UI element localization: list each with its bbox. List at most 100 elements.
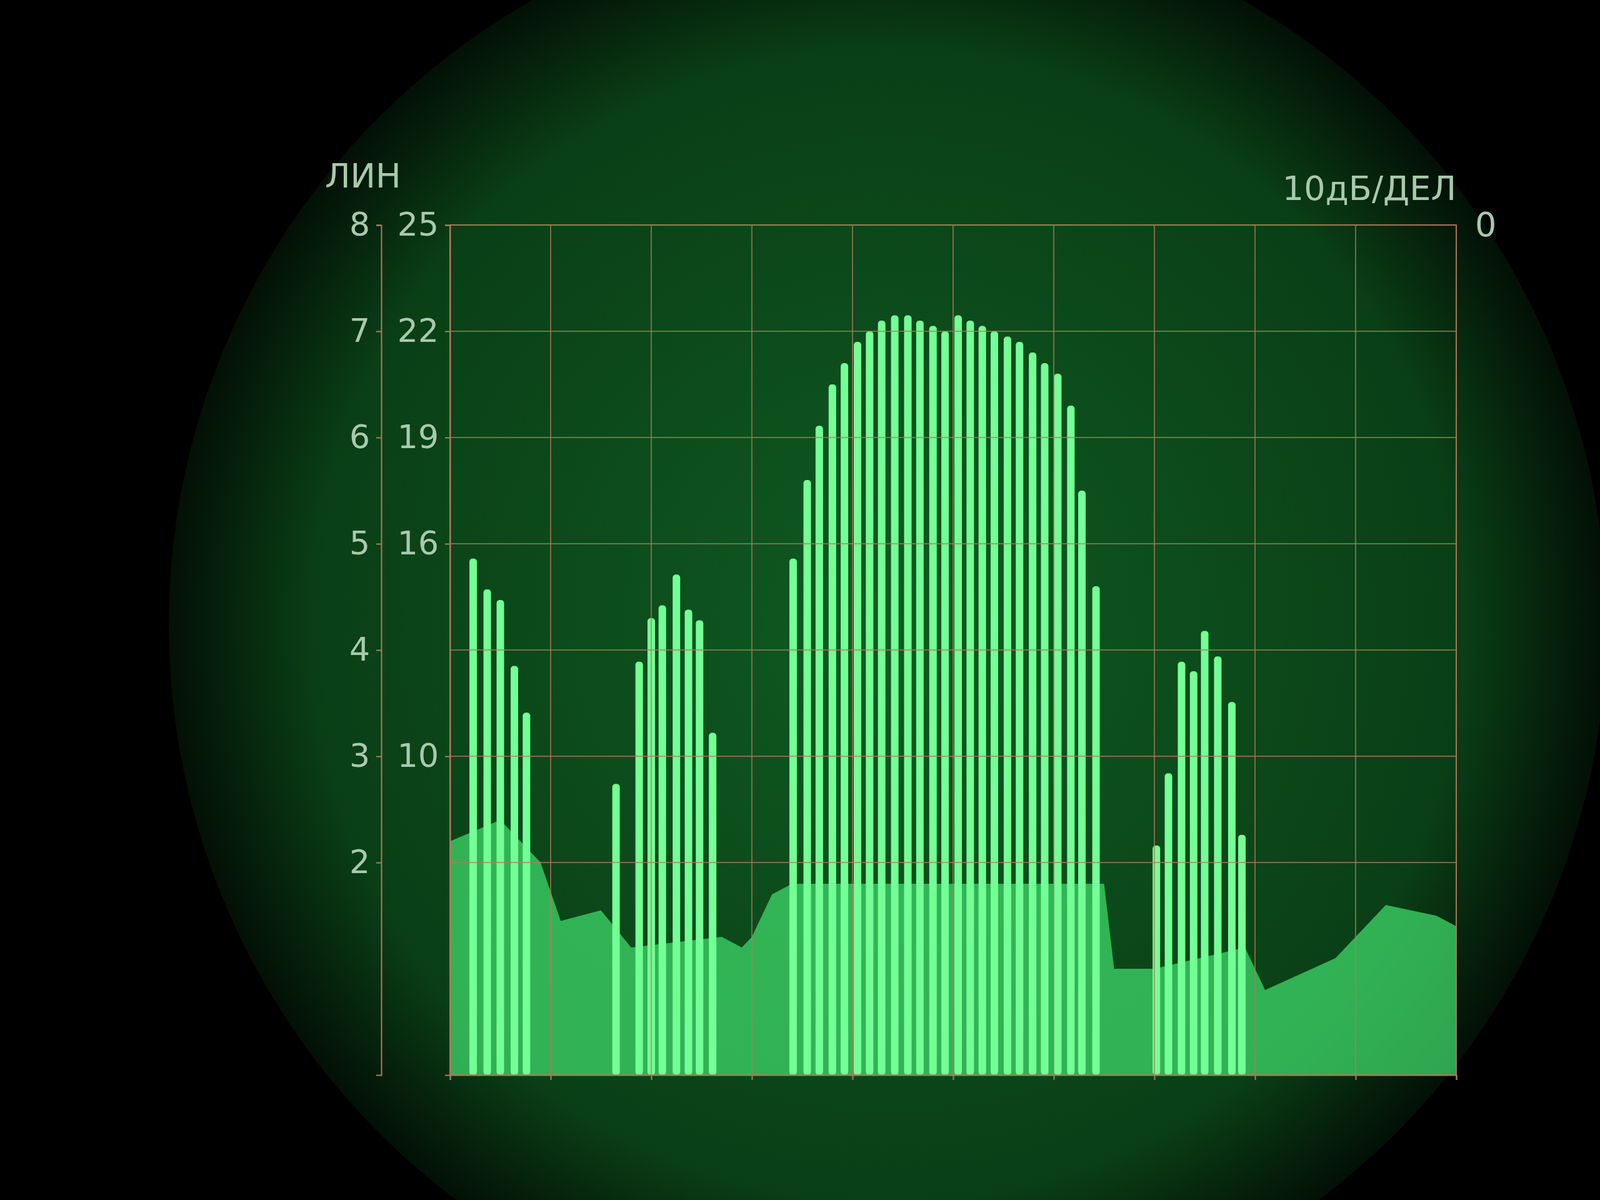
tick-mark [1154,1075,1156,1080]
tick-mark [1355,1075,1357,1080]
spectral-line [1228,701,1236,1075]
spectral-line [1177,661,1185,1075]
spectral-line [865,331,874,1075]
axis-line [445,225,451,1076]
spectral-line [1028,352,1037,1075]
grid-line [450,755,1457,757]
tick-label: 19 [397,418,439,456]
tick-label: 25 [397,205,439,244]
spectral-line [708,733,717,1075]
tick-label: 2 [349,843,370,881]
tick-label: 10 [397,736,439,775]
spectral-line [853,341,862,1075]
tick-mark [445,756,450,758]
tick: 8 [349,205,382,244]
annotation: 0 [1475,205,1497,245]
spectral-line [1041,363,1049,1075]
y2-axis: 1016192225 [397,205,451,1075]
tick: 5 [349,524,382,562]
spectral-line [522,712,530,1075]
tick: 4 [349,630,382,669]
spectral-line [695,620,704,1075]
spectral-line [891,315,899,1076]
tick-mark [1255,1075,1257,1080]
tick: 22 [397,311,450,350]
tick: 6 [349,418,382,456]
spectral-line [1078,490,1086,1075]
frame [450,225,1457,1075]
spectral-line [878,320,886,1075]
tick-mark [376,543,382,545]
tick: 3 [349,736,382,775]
tick-mark [651,1075,653,1080]
spectral-line [978,326,987,1076]
x-axis [450,1075,1457,1080]
spectral-line [1238,835,1246,1075]
spectral-line [1053,373,1062,1075]
grid-line [450,330,1457,332]
spectral-line [1066,405,1075,1075]
spectral-line [828,384,837,1075]
spectral-line [941,331,949,1075]
spectral-line [685,609,693,1075]
spectral-line [803,480,812,1075]
tick-label: 5 [349,524,370,562]
grid-line [450,543,1457,545]
tick-mark [445,225,450,227]
spectral-line [496,600,505,1075]
grid-line [450,861,1457,864]
tick-label: 7 [349,311,370,350]
tick-mark [1456,1075,1458,1080]
tick-mark [751,1075,754,1080]
tick-mark [376,225,382,227]
grid-line [450,649,1457,651]
spectral-line [789,558,797,1075]
tick-mark [445,437,450,439]
spectral-line [815,425,824,1075]
tick-mark [376,650,382,652]
tick [751,1075,753,1080]
tick-mark [1053,1075,1055,1080]
spectral-line [916,320,924,1075]
tick-label: 4 [349,630,370,669]
tick-mark [445,543,450,545]
grid-line [450,436,1457,439]
tick-mark [550,1075,552,1080]
tick [852,1075,854,1080]
tick-label: 6 [349,418,370,456]
tick-mark [852,1075,854,1080]
spectral-line [1165,773,1173,1075]
spectral-line [469,558,477,1075]
spectral-line [1092,586,1100,1075]
grid [450,225,1457,1075]
tick-label: 22 [397,311,439,350]
tick-label: 8 [349,205,370,244]
tick: 19 [397,418,450,456]
tick [651,1075,652,1080]
spectral-line [929,326,937,1076]
tick [1456,1075,1457,1080]
spectral-line [840,363,849,1075]
tick-mark [376,331,382,333]
spectral-line [483,589,492,1075]
spectral-line [904,315,912,1076]
tick-mark [953,1075,955,1080]
spectral-line [990,331,999,1075]
spectral-line [1015,341,1024,1075]
chart: 23456781016192225ЛИН10дБ/ДЕЛ0 [0,0,1600,1200]
tick-mark [376,862,382,864]
tick: 25 [397,205,450,244]
tick-mark [376,437,382,439]
tick-mark [376,756,382,758]
tick: 10 [397,736,450,775]
spectral-line [1201,630,1209,1075]
spectral-line [1190,671,1198,1075]
spectral-line [1003,336,1012,1076]
axis-line [376,225,382,1076]
spectral-line [954,315,962,1076]
tick-mark [450,1075,452,1080]
tick: 7 [349,311,382,350]
y-axis: 2 3 4 5 6 7 8 [349,205,382,1075]
tick [1255,1075,1256,1080]
annotation: 10дБ/ДЕЛ [1282,168,1457,209]
